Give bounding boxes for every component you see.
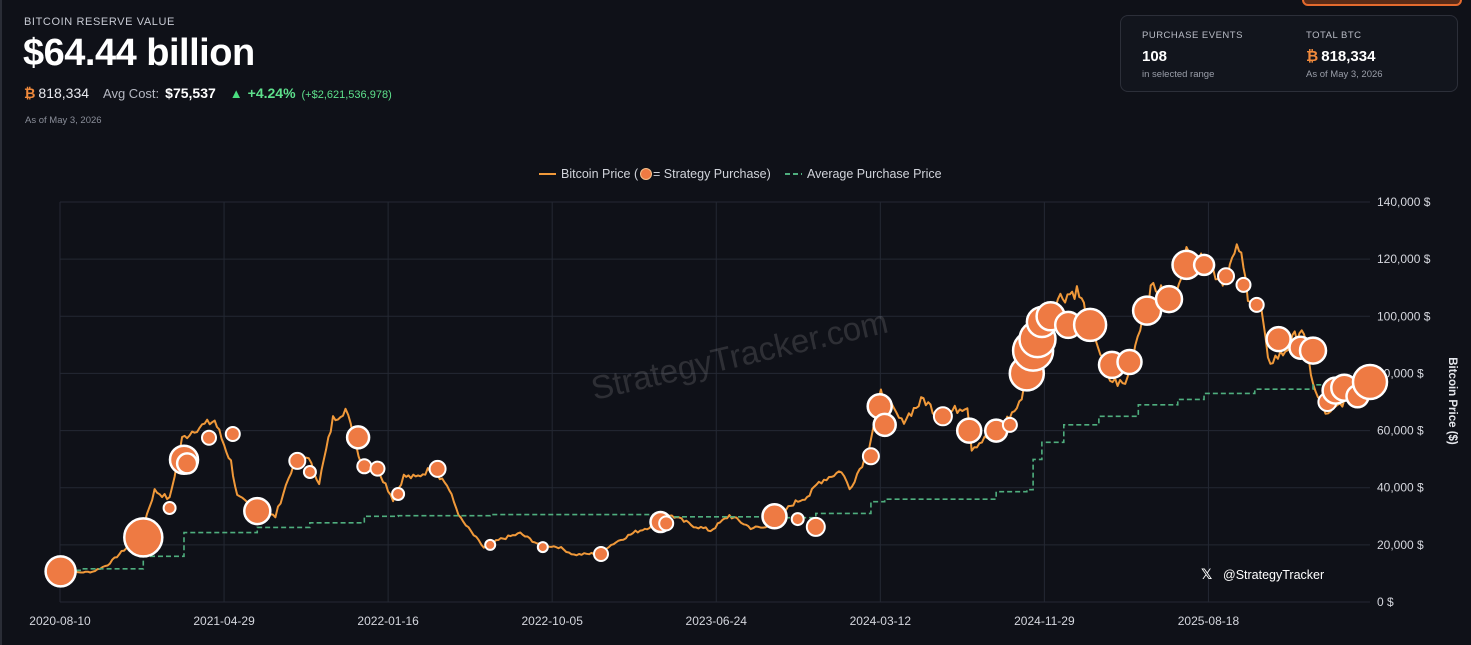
y-tick-label: 120,000 $ <box>1377 252 1431 266</box>
purchase-marker <box>484 538 497 551</box>
social-handle-text[interactable]: @StrategyTracker <box>1223 568 1324 582</box>
x-tick-label: 2023-06-24 <box>686 614 748 628</box>
avg-cost-label: Avg Cost: <box>103 86 160 101</box>
total-btc-amount: 818,334 <box>1321 48 1376 65</box>
purchase-marker <box>243 496 272 526</box>
y-axis-ticks: 0 $ 20,000 $ 40,000 $ 60,000 $ 80,000 $ 100,0… <box>1377 195 1431 609</box>
purchase-marker <box>175 452 199 475</box>
reserve-value: $64.44 billion <box>23 32 255 74</box>
purchase-marker <box>428 459 447 478</box>
purchase-marker <box>761 503 788 530</box>
change-percent: +4.24% <box>247 85 296 101</box>
purchase-marker <box>658 515 675 532</box>
purchase-marker <box>1351 363 1389 401</box>
purchase-marker <box>123 517 164 558</box>
bitcoin-icon: ₿ <box>1306 48 1319 65</box>
y-tick-label: 100,000 $ <box>1377 309 1431 323</box>
btc-holdings: 818,334 <box>38 85 90 101</box>
purchase-marker <box>345 425 371 450</box>
legend-purchase-label: = Strategy Purchase) <box>653 167 771 181</box>
x-tick-label: 2020-08-10 <box>29 614 91 628</box>
purchase-marker <box>1192 253 1216 277</box>
social-handle[interactable]: 𝕏 @StrategyTracker <box>1201 566 1324 582</box>
purchase-events-stat: PURCHASE EVENTS 108 in selected range <box>1142 30 1243 80</box>
y-tick-label: 60,000 $ <box>1377 424 1424 438</box>
purchase-events-value: 108 <box>1142 48 1168 65</box>
x-tick-label: 2025-08-18 <box>1178 614 1240 628</box>
x-tick-label: 2024-11-29 <box>1014 614 1075 628</box>
legend-purchase-icon <box>640 168 652 180</box>
bitcoin-price-line <box>59 243 1371 574</box>
x-logo-icon: 𝕏 <box>1201 566 1212 582</box>
y-tick-label: 40,000 $ <box>1377 481 1424 495</box>
y-tick-label: 140,000 $ <box>1377 195 1431 209</box>
purchase-marker <box>1298 336 1328 365</box>
total-btc-value: ₿ 818,334 <box>1306 48 1383 65</box>
watermark: StrategyTracker.com <box>588 303 892 407</box>
purchase-marker <box>162 501 177 515</box>
chart-series <box>59 243 1371 574</box>
average-purchase-price-line <box>60 384 1371 572</box>
purchase-marker <box>955 417 983 444</box>
purchase-marker <box>536 541 549 554</box>
stats-card: PURCHASE EVENTS 108 in selected range TO… <box>1120 15 1458 92</box>
purchase-marker <box>1154 284 1184 314</box>
x-axis-ticks: 2020-08-10 2021-04-29 2022-01-16 2022-10-05… <box>29 614 1239 628</box>
reserve-label: BITCOIN RESERVE VALUE <box>24 16 175 28</box>
purchase-marker <box>932 406 953 427</box>
purchase-marker <box>201 429 217 446</box>
purchase-marker <box>861 447 880 466</box>
purchase-marker <box>44 555 77 588</box>
purchase-marker <box>369 460 386 477</box>
legend-price-label: Bitcoin Price ( <box>561 167 639 181</box>
purchase-marker <box>391 487 406 501</box>
reserve-summary-row: ₿ 818,334 Avg Cost: $75,537 ▲ +4.24% (+$… <box>24 85 392 101</box>
purchase-marker <box>288 451 307 470</box>
as-of-date: As of May 3, 2026 <box>25 115 102 126</box>
top-action-button-edge[interactable] <box>1302 0 1462 6</box>
avg-cost-value: $75,537 <box>165 85 216 101</box>
purchase-marker <box>593 546 609 562</box>
x-tick-label: 2022-10-05 <box>521 614 583 628</box>
y-axis-label: Bitcoin Price ($) <box>1446 357 1458 445</box>
purchase-marker <box>790 512 805 527</box>
purchase-marker <box>356 458 373 475</box>
bitcoin-icon: ₿ <box>24 85 36 101</box>
change-absolute: (+$2,621,536,978) <box>301 89 392 101</box>
y-tick-label: 80,000 $ <box>1377 366 1424 380</box>
legend-avg-label: Average Purchase Price <box>807 167 942 181</box>
purchase-marker <box>1001 416 1018 433</box>
purchase-marker <box>1116 348 1143 376</box>
purchase-events-sub: in selected range <box>1142 69 1215 80</box>
y-tick-label: 0 $ <box>1377 595 1394 609</box>
purchase-marker <box>1248 296 1265 313</box>
purchase-marker <box>1235 276 1252 293</box>
y-tick-label: 20,000 $ <box>1377 538 1424 552</box>
purchase-marker <box>872 412 897 438</box>
x-tick-label: 2021-04-29 <box>193 614 255 628</box>
purchase-marker <box>805 516 826 537</box>
purchase-marker <box>224 426 241 442</box>
purchase-marker <box>1265 325 1292 353</box>
purchase-markers <box>44 249 1389 588</box>
purchase-marker <box>1072 307 1108 343</box>
purchase-events-label: PURCHASE EVENTS <box>1142 30 1243 41</box>
x-tick-label: 2022-01-16 <box>357 614 419 628</box>
purchase-marker <box>302 465 317 479</box>
total-btc-label: TOTAL BTC <box>1306 30 1362 41</box>
chart-legend: Bitcoin Price ( = Strategy Purchase) Ave… <box>539 167 942 181</box>
triangle-up-icon: ▲ <box>229 86 243 101</box>
total-btc-stat: TOTAL BTC ₿ 818,334 As of May 3, 2026 <box>1306 30 1383 80</box>
purchase-marker <box>1217 267 1235 286</box>
x-tick-label: 2024-03-12 <box>850 614 912 628</box>
total-btc-sub: As of May 3, 2026 <box>1306 69 1383 80</box>
